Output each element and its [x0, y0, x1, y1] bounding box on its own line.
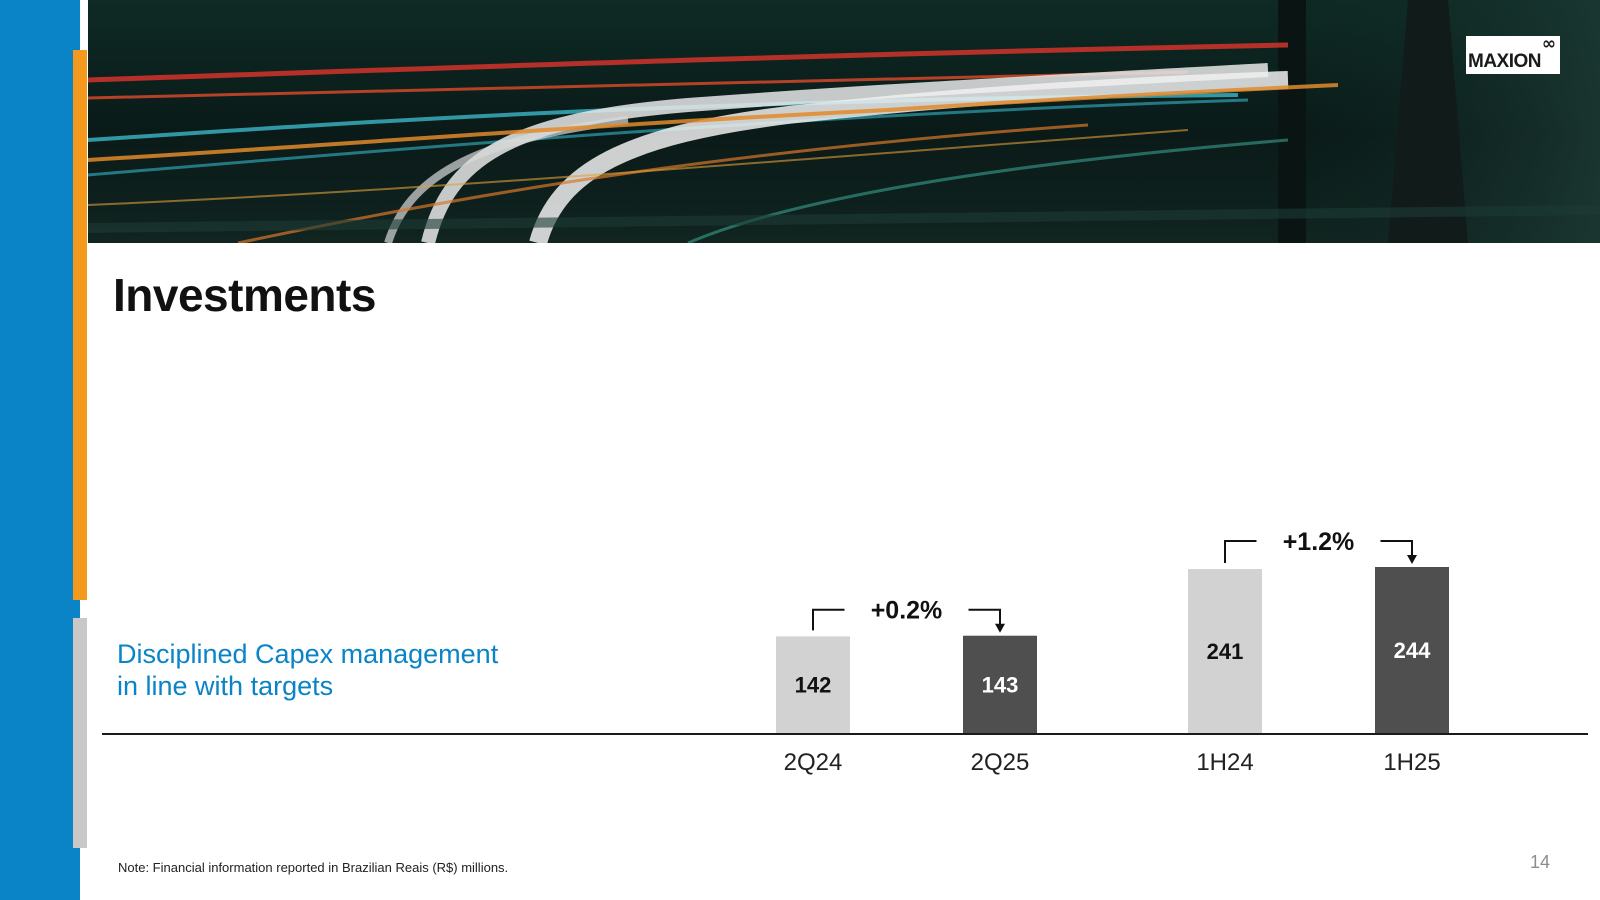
comparison-bracket-right — [968, 608, 1001, 626]
bar-2Q24 — [776, 636, 850, 733]
accent-grey-strip — [73, 618, 87, 848]
bar-value-label: 142 — [795, 673, 832, 698]
bar-value-label: 241 — [1207, 639, 1244, 664]
page-number: 14 — [1530, 852, 1551, 872]
x-tick-label: 1H25 — [1383, 749, 1440, 776]
comparison-bracket-left — [1224, 540, 1257, 564]
comparison-label: +1.2% — [1283, 528, 1355, 556]
comparison-label: +0.2% — [871, 597, 943, 625]
comparison-arrowhead — [1407, 555, 1417, 564]
subtitle-line-1: Disciplined Capex management — [117, 639, 499, 669]
accent-orange-strip — [73, 50, 87, 600]
infinity-icon: ∞ — [1541, 34, 1556, 54]
x-tick-label: 2Q25 — [971, 749, 1030, 776]
footnote: Note: Financial information reported in … — [118, 860, 509, 875]
bar-2Q25 — [963, 635, 1037, 733]
subtitle: Disciplined Capex management in line wit… — [117, 638, 577, 702]
logo-text: MAXION — [1468, 51, 1542, 72]
x-tick-label: 2Q24 — [784, 749, 843, 776]
bar-1H25 — [1375, 567, 1449, 733]
x-tick-label: 1H24 — [1196, 749, 1253, 776]
subtitle-line-2: in line with targets — [117, 671, 334, 701]
bar-value-label: 143 — [982, 672, 1019, 697]
left-brand-bar — [0, 0, 80, 900]
comparison-arrowhead — [995, 623, 1005, 633]
page-title: Investments — [113, 269, 376, 321]
maxion-logo: ∞ MAXION — [1466, 36, 1560, 74]
comparison-bracket-right — [1380, 540, 1413, 557]
bar-value-label: 244 — [1394, 638, 1431, 663]
comparison-bracket-left — [812, 608, 845, 631]
bar-1H24 — [1188, 569, 1262, 733]
hero-banner-image: ∞ MAXION — [88, 0, 1600, 243]
